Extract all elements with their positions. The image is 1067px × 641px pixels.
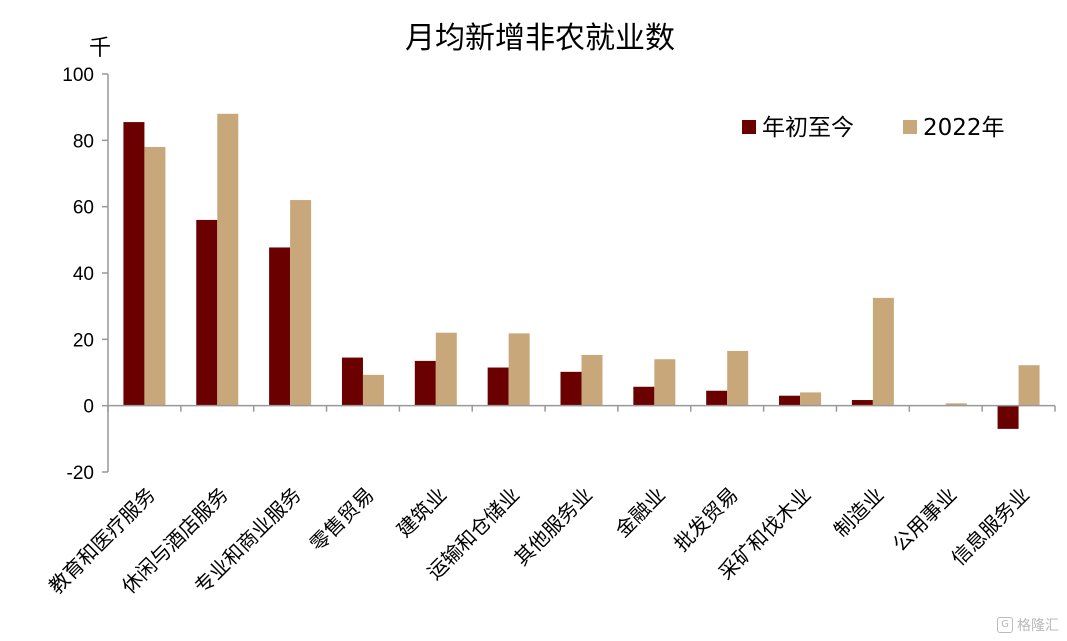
bar-ytd <box>123 122 145 406</box>
legend-swatch <box>742 120 756 134</box>
x-category-label: 金融业 <box>610 483 669 542</box>
bar-ytd <box>560 371 582 406</box>
bar-2022 <box>290 200 312 406</box>
x-category-label: 其他服务业 <box>509 483 597 571</box>
bar-2022 <box>508 333 530 406</box>
bar-2022 <box>872 297 894 406</box>
bar-2022 <box>654 359 676 406</box>
watermark-logo-icon: G <box>997 617 1013 633</box>
bar-2022 <box>144 146 166 406</box>
bar-2022 <box>727 350 749 406</box>
bar-2022 <box>217 113 239 406</box>
bar-2022 <box>800 392 822 406</box>
y-tick-label: -20 <box>67 463 94 484</box>
x-category-label: 公用事业 <box>888 483 962 557</box>
bar-ytd <box>269 247 291 406</box>
bar-ytd <box>779 395 801 406</box>
bar-2022 <box>435 332 457 406</box>
y-tick-label: 80 <box>73 131 94 152</box>
bars <box>123 113 1040 429</box>
bar-ytd <box>487 367 509 406</box>
y-tick-label: 0 <box>83 397 94 418</box>
watermark-text: 格隆汇 <box>1017 618 1059 634</box>
bar-ytd <box>196 219 218 406</box>
y-tick-label: 40 <box>73 264 94 285</box>
x-category-label: 零售贸易 <box>305 483 379 557</box>
chart-title: 月均新增非农就业数 <box>405 21 675 56</box>
y-tick-label: 100 <box>62 65 94 86</box>
legend-label: 年初至今 <box>762 115 854 141</box>
legend-label: 2022年 <box>923 115 1005 141</box>
bar-ytd <box>414 360 436 406</box>
x-category-label: 批发贸易 <box>669 483 743 557</box>
x-category-label: 制造业 <box>829 483 888 542</box>
bar-ytd <box>633 386 655 406</box>
bar-2022 <box>362 374 384 406</box>
bar-ytd <box>341 357 363 406</box>
bar-ytd <box>706 390 728 406</box>
x-category-label: 信息服务业 <box>946 483 1034 571</box>
bar-ytd <box>997 405 1019 429</box>
bar-2022 <box>945 403 967 406</box>
y-tick-label: 20 <box>73 330 94 351</box>
watermark: G 格隆汇 <box>997 615 1059 635</box>
legend: 年初至今 2022年 <box>742 115 1005 141</box>
x-category-label: 建筑业 <box>392 483 451 542</box>
y-axis: -20 0 20 40 60 80 100 <box>62 65 109 484</box>
bar-2022 <box>1018 365 1040 406</box>
bar-ytd <box>851 400 873 406</box>
y-tick-label: 60 <box>73 198 94 219</box>
y-axis-unit: 千 <box>89 36 111 61</box>
bar-2022 <box>581 354 603 406</box>
legend-swatch <box>903 120 917 134</box>
x-axis: 教育和医疗服务休闲与酒店服务专业和商业服务 零售贸易 建筑业运输和仓储业其他服务业金… <box>44 404 1056 599</box>
